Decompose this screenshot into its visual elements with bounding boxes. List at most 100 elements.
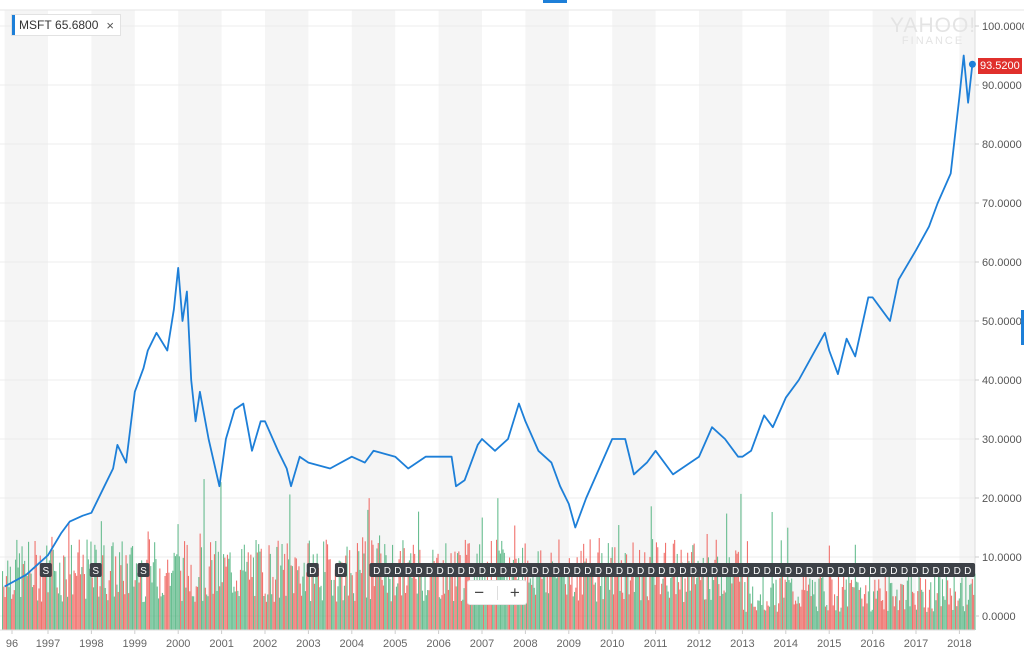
- volume-bar: [446, 571, 448, 630]
- volume-bar: [939, 572, 941, 630]
- range-tab-indicator[interactable]: [543, 0, 567, 3]
- x-tick-label: 96: [6, 638, 18, 650]
- volume-bar: [681, 562, 683, 630]
- volume-bar: [957, 600, 959, 630]
- volume-bar: [915, 609, 917, 630]
- volume-bar: [823, 591, 825, 630]
- y-tick-label: 10.0000: [982, 552, 1022, 564]
- volume-bar: [952, 609, 954, 630]
- volume-bar: [130, 547, 132, 630]
- zoom-controls: − +: [467, 580, 527, 605]
- volume-bar: [26, 576, 28, 630]
- split-marker-bg: [137, 563, 150, 577]
- volume-bar: [410, 553, 412, 630]
- volume-bar: [156, 586, 158, 630]
- volume-bar: [525, 601, 527, 630]
- volume-bar: [966, 604, 968, 630]
- volume-bar: [366, 597, 368, 630]
- volume-bar: [670, 577, 672, 630]
- volume-bar: [683, 601, 685, 630]
- yahoo-finance-watermark: YAHOO! FINANCE: [890, 14, 977, 47]
- volume-bar: [598, 538, 600, 630]
- close-icon[interactable]: ×: [106, 17, 114, 33]
- volume-bar: [164, 576, 166, 630]
- volume-bar: [693, 543, 695, 630]
- volume-bar: [81, 567, 83, 630]
- volume-bar: [938, 576, 940, 630]
- zoom-in-button[interactable]: +: [509, 582, 520, 602]
- volume-bar: [740, 493, 742, 630]
- volume-bar: [267, 594, 269, 630]
- volume-bar: [537, 551, 539, 630]
- volume-bar: [4, 597, 6, 630]
- volume-bar: [64, 556, 66, 630]
- x-tick-label: 2018: [947, 638, 971, 650]
- volume-bar: [151, 582, 153, 630]
- dividend-marker: D: [500, 566, 507, 577]
- volume-bar: [437, 553, 439, 630]
- volume-bar: [433, 561, 435, 630]
- volume-bar: [659, 594, 661, 630]
- volume-bar: [580, 550, 582, 630]
- volume-bar: [80, 574, 82, 630]
- volume-bar: [780, 540, 782, 630]
- volume-bar: [912, 591, 914, 630]
- volume-bar: [193, 596, 195, 630]
- volume-bar: [904, 609, 906, 630]
- volume-bar: [242, 570, 244, 630]
- volume-bar: [724, 592, 726, 630]
- volume-bar: [427, 590, 429, 630]
- volume-bar: [550, 552, 552, 630]
- volume-bar: [892, 596, 894, 630]
- dividend-marker: D: [933, 566, 940, 577]
- volume-bar: [278, 597, 280, 630]
- volume-bar: [891, 582, 893, 630]
- volume-bar: [809, 578, 811, 630]
- volume-bar: [927, 607, 929, 630]
- volume-bar: [876, 590, 878, 630]
- volume-bar: [182, 557, 184, 630]
- volume-bar: [295, 558, 297, 630]
- volume-bar: [191, 596, 193, 630]
- volume-bar: [616, 568, 618, 630]
- volume-bar: [86, 539, 88, 630]
- volume-bar: [871, 609, 873, 630]
- volume-bar: [811, 579, 813, 630]
- volume-bar: [830, 573, 832, 630]
- volume-bar: [83, 574, 85, 630]
- volume-bar: [22, 564, 24, 630]
- volume-bar: [961, 577, 963, 630]
- volume-bar: [901, 584, 903, 630]
- volume-bar: [471, 595, 473, 630]
- volume-bar: [853, 587, 855, 630]
- year-band: [91, 10, 135, 630]
- volume-bar: [548, 593, 550, 630]
- split-marker-bg: [39, 563, 52, 577]
- dividend-marker: D: [553, 566, 560, 577]
- volume-bar: [463, 588, 465, 630]
- volume-bar: [340, 561, 342, 630]
- volume-bar: [575, 587, 577, 630]
- dividend-marker: D: [309, 566, 316, 577]
- volume-bar: [46, 545, 48, 630]
- volume-bar: [190, 564, 192, 630]
- volume-bar: [930, 582, 932, 630]
- volume-bar: [347, 595, 349, 630]
- zoom-out-button[interactable]: −: [474, 582, 485, 602]
- volume-bar: [623, 599, 625, 630]
- volume-bar: [745, 611, 747, 630]
- volume-bar: [125, 555, 127, 630]
- volume-bar: [839, 611, 841, 630]
- volume-bar: [542, 571, 544, 630]
- volume-bar: [385, 555, 387, 630]
- volume-bar: [899, 600, 901, 630]
- volume-bar: [65, 579, 67, 630]
- x-tick-label: 2011: [644, 638, 668, 650]
- side-panel-handle[interactable]: [1021, 310, 1024, 345]
- series-legend-chip: MSFT 65.6800 ×: [11, 14, 121, 36]
- volume-bar: [232, 592, 234, 630]
- volume-bar: [74, 573, 76, 630]
- volume-bar: [814, 581, 816, 630]
- volume-bar: [178, 556, 180, 630]
